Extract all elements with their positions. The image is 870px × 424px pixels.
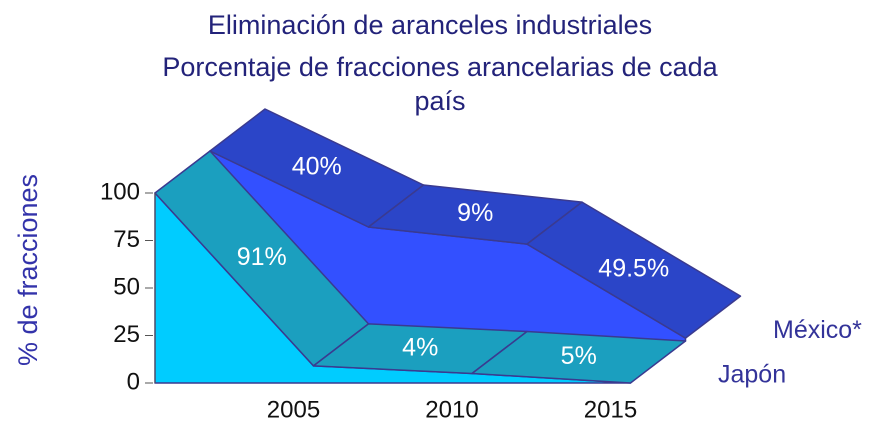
legend-label: México* [773, 316, 862, 344]
data-label: 9% [457, 199, 493, 227]
data-label: 49.5% [598, 255, 669, 283]
chart-title: Eliminación de aranceles industriales [207, 10, 653, 40]
y-axis-label: % de fracciones [13, 174, 43, 366]
y-tick-label: 100 [100, 178, 140, 205]
area-ribbon [526, 201, 742, 339]
area-ribbon [471, 330, 687, 384]
y-tick-label: 75 [113, 226, 140, 253]
x-tick-label: 2015 [584, 396, 637, 423]
data-label: 4% [402, 333, 438, 361]
legend-label: Japón [718, 361, 786, 389]
y-tick-label: 0 [127, 368, 140, 395]
y-tick-label: 50 [113, 273, 140, 300]
data-label: 40% [292, 153, 342, 181]
data-label: 5% [561, 342, 597, 370]
data-label: 91% [237, 243, 287, 271]
x-tick-label: 2010 [425, 396, 478, 423]
chart-subtitle: Porcentaje de fracciones arancelarias de… [162, 52, 718, 116]
x-tick-label: 2005 [267, 396, 320, 423]
y-tick-label: 25 [113, 321, 140, 348]
